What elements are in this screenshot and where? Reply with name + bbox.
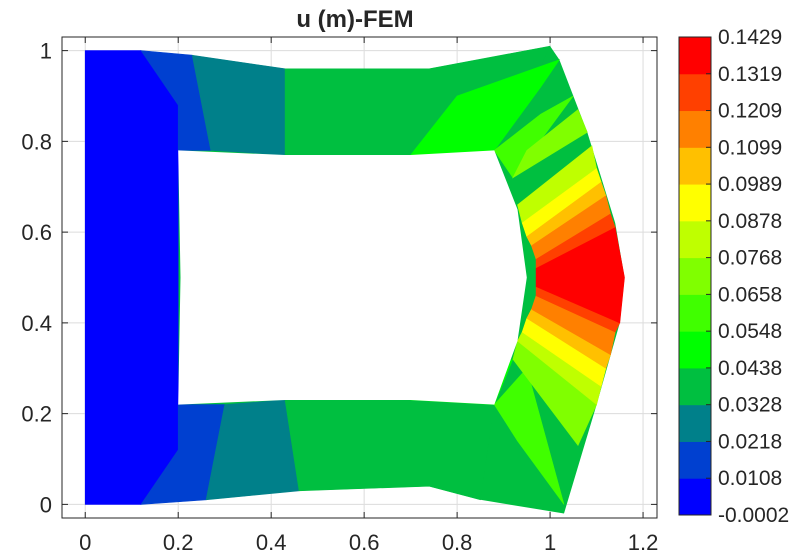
colorbar-band [679,73,711,112]
x-tick-label: 0.2 [163,530,194,555]
colorbar-label: 0.0658 [718,283,782,306]
axes-box [61,36,658,519]
chart-title: u (m)-FEM [296,6,413,33]
colorbar-band [679,367,711,406]
colorbar-label: 0.1209 [718,100,782,123]
colorbar-label: 0.1099 [718,136,782,159]
colorbar-band [679,331,711,369]
y-tick-label: 0.2 [21,402,52,427]
x-tick-label: 0 [79,530,91,555]
colorbar-label: -0.0002 [718,504,789,527]
colorbar-label: 0.0768 [718,247,782,270]
x-tick-label: 1.2 [628,530,659,555]
x-tick-label: 0.4 [256,530,287,555]
contour-band-1 [140,50,212,151]
colorbar-band [679,441,711,479]
y-axis-ticks: 0 0.2 0.4 0.6 0.8 1 [21,39,657,517]
y-tick-label: 1 [40,39,52,64]
colorbar-band [679,184,711,222]
contour-band-5 [493,367,565,505]
colorbar-band [679,147,711,185]
colorbar-label: 0.1429 [718,26,782,49]
plot-area: 0 0.2 0.4 0.6 0.8 1 1.2 0 0.2 0.4 0.6 0.8 1 [21,36,658,555]
colorbar-band [679,294,711,332]
colorbar-label: 0.0548 [718,320,782,343]
contour-band-6 [512,109,588,179]
colorbar-label: 0.0218 [718,430,782,453]
contour-band-1 [140,404,226,505]
y-tick-label: 0.4 [21,311,52,336]
colorbar-label: 0.0438 [718,357,782,380]
x-tick-label: 0.6 [349,530,380,555]
contour-band-12 [535,227,625,324]
contour-band-3 [284,399,495,501]
colorbar-band [679,257,711,295]
colorbar-label: 0.0989 [718,173,782,196]
y-tick-label: 0.6 [21,220,52,245]
colorbar-band [679,220,711,259]
colorbar-frame [678,36,712,516]
x-tick-label: 0.8 [442,530,473,555]
colorbar-band [679,404,711,442]
x-axis-ticks: 0 0.2 0.4 0.6 0.8 1 1.2 [79,37,658,555]
colorbar-label: 0.0878 [718,210,782,233]
colorbar-band [679,110,711,148]
colorbar-label: 0.0328 [718,394,782,417]
colorbar-band [679,478,711,516]
contour-band-0 [84,50,179,505]
colorbar-band [679,37,711,75]
colorbar-label: 0.1319 [718,63,782,86]
x-tick-label: 1 [544,530,556,555]
colorbar: -0.0002 0.0108 0.0218 0.0328 0.0438 0.0548 0.0… [678,26,789,527]
colorbar-label: 0.0108 [718,467,782,490]
y-tick-label: 0 [40,492,52,517]
contour-band-5 [493,95,574,179]
hole-region [178,150,527,405]
y-tick-label: 0.8 [21,129,52,154]
